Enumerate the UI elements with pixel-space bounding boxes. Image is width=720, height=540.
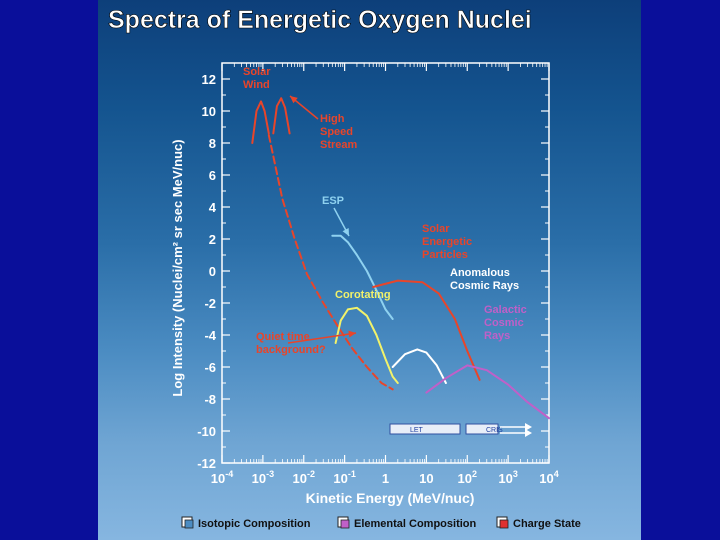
x-tick-label: 104 bbox=[539, 469, 558, 486]
legend-icon-inner-1 bbox=[340, 519, 350, 529]
annotation-arrowhead-1 bbox=[342, 228, 349, 236]
instrument-bar-1 bbox=[465, 423, 499, 435]
legend-icon-inner-0 bbox=[184, 519, 194, 529]
series-line-4 bbox=[334, 306, 399, 384]
x-tick-label: 102 bbox=[458, 469, 477, 486]
x-tick-label: 10-3 bbox=[252, 469, 274, 486]
x-tick-label: 10-1 bbox=[333, 469, 355, 486]
instrument-bar-label-0: LET bbox=[410, 427, 424, 434]
figure-panel bbox=[98, 0, 641, 540]
annotation-arrowhead-2 bbox=[348, 330, 356, 338]
annotation-label-2: ESP bbox=[322, 195, 344, 207]
y-tick-label: 2 bbox=[209, 232, 216, 247]
y-tick-label: -6 bbox=[204, 360, 216, 375]
y-tick-label: 10 bbox=[202, 104, 216, 119]
instrument-bar-0 bbox=[389, 423, 461, 435]
annotation-label-5: Corotating bbox=[335, 289, 391, 301]
instrument-arrowhead-1 bbox=[525, 429, 532, 437]
series-line-2 bbox=[267, 134, 394, 391]
series-line-5 bbox=[372, 279, 481, 381]
series-line-1 bbox=[272, 97, 291, 135]
annotation-label-0: Solar Wind bbox=[243, 66, 271, 91]
legend-label-2: Charge State bbox=[513, 518, 581, 530]
annotation-arrow-2 bbox=[287, 332, 357, 344]
y-tick-label: -2 bbox=[204, 296, 216, 311]
y-tick-label: -8 bbox=[204, 392, 216, 407]
legend-label-1: Elemental Composition bbox=[354, 518, 477, 530]
y-tick-label: 8 bbox=[209, 136, 216, 151]
y-tick-label: 12 bbox=[202, 72, 216, 87]
legend-icon-inner-2 bbox=[499, 519, 509, 529]
series-line-3 bbox=[331, 234, 394, 320]
x-tick-label: 1 bbox=[382, 471, 389, 486]
y-tick-label: 0 bbox=[209, 264, 216, 279]
instrument-arrowhead-0 bbox=[525, 423, 532, 431]
x-tick-label: 10-2 bbox=[293, 469, 315, 486]
annotation-label-4: Anomalous Cosmic Rays bbox=[450, 267, 519, 292]
x-tick-label: 10-4 bbox=[211, 469, 233, 486]
series-line-6 bbox=[391, 348, 447, 384]
series-line-7 bbox=[425, 364, 550, 420]
y-tick-label: -4 bbox=[204, 328, 216, 343]
y-tick-label: -10 bbox=[197, 424, 216, 439]
annotation-label-3: Solar Energetic Particles bbox=[422, 223, 472, 261]
y-tick-label: 4 bbox=[209, 200, 217, 215]
chart-title: Spectra of Energetic Oxygen Nuclei bbox=[108, 6, 532, 34]
plot-frame bbox=[221, 62, 550, 464]
annotation-label-6: Galactic Cosmic Rays bbox=[484, 304, 527, 342]
x-axis-label: Kinetic Energy (MeV/nuc) bbox=[306, 490, 475, 506]
x-tick-label: 103 bbox=[498, 469, 517, 486]
y-tick-label: 6 bbox=[209, 168, 216, 183]
annotation-arrowhead-0 bbox=[290, 96, 298, 104]
x-tick-label: 10 bbox=[419, 471, 433, 486]
y-axis-label: Log Intensity (Nuclei/cm² sr sec MeV/nuc… bbox=[170, 139, 185, 396]
series-line-0 bbox=[251, 100, 270, 144]
annotation-label-7: Quiet time background? bbox=[256, 331, 326, 356]
legend-label-0: Isotopic Composition bbox=[198, 518, 311, 530]
instrument-bar-label-1: CRIS bbox=[486, 427, 503, 434]
y-tick-label: -12 bbox=[197, 456, 216, 471]
annotation-label-1: High Speed Stream bbox=[320, 113, 358, 151]
